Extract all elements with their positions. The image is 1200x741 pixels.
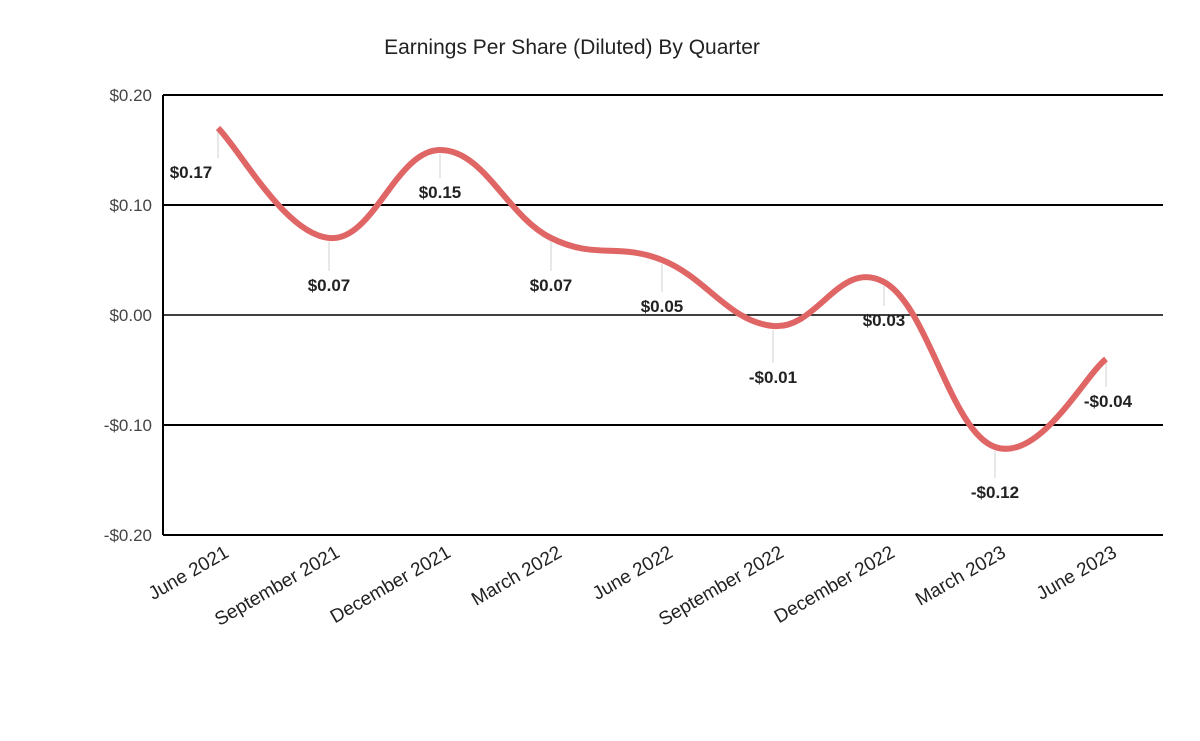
y-tick-label: $0.20	[109, 86, 152, 105]
chart-title: Earnings Per Share (Diluted) By Quarter	[384, 36, 760, 59]
data-label: $0.07	[308, 276, 351, 295]
x-tick-label: December 2021	[327, 542, 455, 628]
data-label: $0.03	[863, 311, 906, 330]
gridlines	[162, 94, 1163, 536]
x-tick-label: September 2022	[655, 542, 787, 630]
x-tick-label: March 2023	[912, 542, 1009, 610]
data-label-leaders	[217, 132, 1107, 478]
x-tick-label: December 2022	[771, 542, 899, 628]
y-tick-label: -$0.10	[104, 416, 152, 435]
eps-series-line[interactable]	[215, 125, 1108, 452]
x-tick-label: June 2021	[145, 542, 232, 605]
data-label: $0.17	[170, 163, 213, 182]
data-label: $0.15	[419, 183, 462, 202]
y-tick-label: $0.10	[109, 196, 152, 215]
x-tick-label: March 2022	[468, 542, 565, 610]
x-tick-label: September 2021	[211, 542, 343, 630]
data-label: $0.07	[530, 276, 573, 295]
x-tick-label: June 2023	[1033, 542, 1120, 605]
y-tick-label: -$0.20	[104, 526, 152, 545]
data-label: -$0.04	[1084, 392, 1133, 411]
data-labels: $0.17 $0.07 $0.15 $0.07 $0.05 -$0.01 $0.03 -$0.…	[170, 163, 1133, 502]
data-label: -$0.01	[749, 368, 797, 387]
data-label: -$0.12	[971, 483, 1019, 502]
y-tick-label: $0.00	[109, 306, 152, 325]
x-tick-label: June 2022	[589, 542, 676, 605]
data-label: $0.05	[641, 297, 684, 316]
y-axis-ticks: $0.20 $0.10 $0.00 -$0.10 -$0.20	[104, 86, 152, 545]
